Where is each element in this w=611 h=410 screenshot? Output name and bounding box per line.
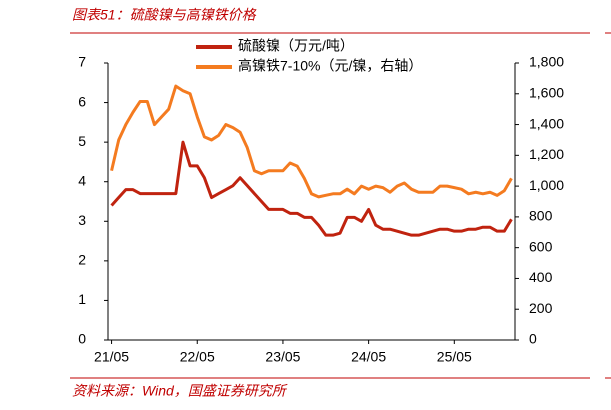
y-tick-label: 1 (78, 291, 86, 307)
y-tick-label: 6 (78, 93, 86, 109)
source-note: 资料来源：Wind，国盛证券研究所 (72, 383, 288, 399)
y2-tick-label: 1,800 (529, 54, 564, 70)
y-tick-label: 3 (78, 212, 86, 228)
y-tick-label: 5 (78, 133, 86, 149)
y2-tick-label: 1,000 (529, 177, 564, 193)
y2-tick-label: 400 (529, 269, 553, 285)
x-tick-label: 23/05 (265, 349, 300, 365)
x-tick-label: 21/05 (94, 349, 129, 365)
x-tick-label: 25/05 (437, 349, 472, 365)
y2-tick-label: 1,600 (529, 84, 564, 100)
y-tick-label: 0 (78, 331, 86, 347)
series-line (110, 84, 513, 199)
x-tick-label: 22/05 (180, 349, 215, 365)
y2-tick-label: 600 (529, 238, 553, 254)
y-tick-label: 4 (78, 172, 86, 188)
y2-tick-label: 800 (529, 208, 553, 224)
x-tick-label: 24/05 (351, 349, 386, 365)
legend-label: 硫酸镍（万元/吨） (238, 38, 354, 54)
y2-tick-label: 1,200 (529, 146, 564, 162)
y-tick-label: 2 (78, 252, 86, 268)
legend-label: 高镍铁7-10%（元/镍，右轴） (238, 58, 422, 74)
y2-tick-label: 200 (529, 300, 553, 316)
y-tick-label: 7 (78, 54, 86, 70)
y2-tick-label: 0 (529, 331, 537, 347)
chart-title: 图表51：硫酸镍与高镍铁价格 (72, 7, 257, 23)
series-line (110, 140, 513, 237)
y2-tick-label: 1,400 (529, 115, 564, 131)
